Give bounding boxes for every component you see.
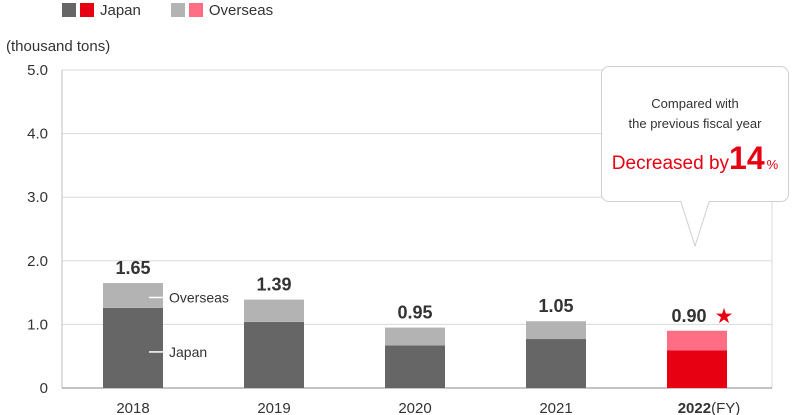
total-label-2019: 1.39 [256,275,291,295]
bar-overseas-2018 [103,283,163,308]
bar-japan-2019 [244,321,304,388]
y-tick-label: 0 [40,380,48,397]
x-tick-year: 2022 [678,400,711,415]
callout-decrease-value: 14 [729,140,765,176]
legend-swatch-overseas-pink [188,3,203,17]
comparison-callout: Compared with the previous fiscal year D… [601,66,789,202]
x-tick-label-2018: 2018 [116,400,149,415]
bar-japan-2020 [385,345,445,388]
y-tick-label: 3.0 [27,189,48,206]
callout-decrease-unit: % [766,157,779,172]
callout-line2: the previous fiscal year [628,116,762,131]
y-tick-label: 2.0 [27,253,48,270]
annotation-overseas: Overseas [169,289,229,305]
y-axis-unit-label: (thousand tons) [6,38,111,55]
x-tick-fy-suffix: (FY) [711,400,740,415]
bar-japan-2022 [667,350,727,388]
total-label-2018: 1.65 [115,258,150,278]
annotation-japan: Japan [169,344,207,360]
legend-label-japan: Japan [100,1,141,19]
legend: Japan Overseas [62,0,303,20]
legend-swatch-japan-gray [62,3,76,17]
bar-overseas-2022 [667,330,727,351]
total-label-2022: 0.90 [671,306,706,326]
callout-decrease-prefix: Decreased by [611,153,730,174]
y-tick-label: 4.0 [27,126,48,143]
bar-overseas-2021 [526,321,586,340]
bar-japan-2021 [526,339,586,388]
bar-overseas-2019 [244,299,304,322]
highlight-star: ★ [715,305,734,328]
x-tick-label-2021: 2021 [539,400,572,415]
total-label-2021: 1.05 [538,296,573,316]
y-tick-label: 1.0 [27,316,48,333]
bar-japan-2018 [103,307,163,388]
callout-line1: Compared with [651,96,739,111]
total-label-2020: 0.95 [397,303,432,323]
y-tick-label: 5.0 [27,62,48,79]
x-tick-label-2022: 2022(FY) [678,400,741,415]
bar-overseas-2020 [385,327,445,346]
callout-decrease: Decreased by14% [602,140,788,177]
x-tick-label-2020: 2020 [398,400,431,415]
legend-label-overseas: Overseas [208,1,274,19]
legend-swatch-overseas-gray [170,3,185,17]
legend-swatch-japan-red [80,3,94,17]
callout-tail [680,201,710,247]
x-tick-label-2019: 2019 [257,400,290,415]
